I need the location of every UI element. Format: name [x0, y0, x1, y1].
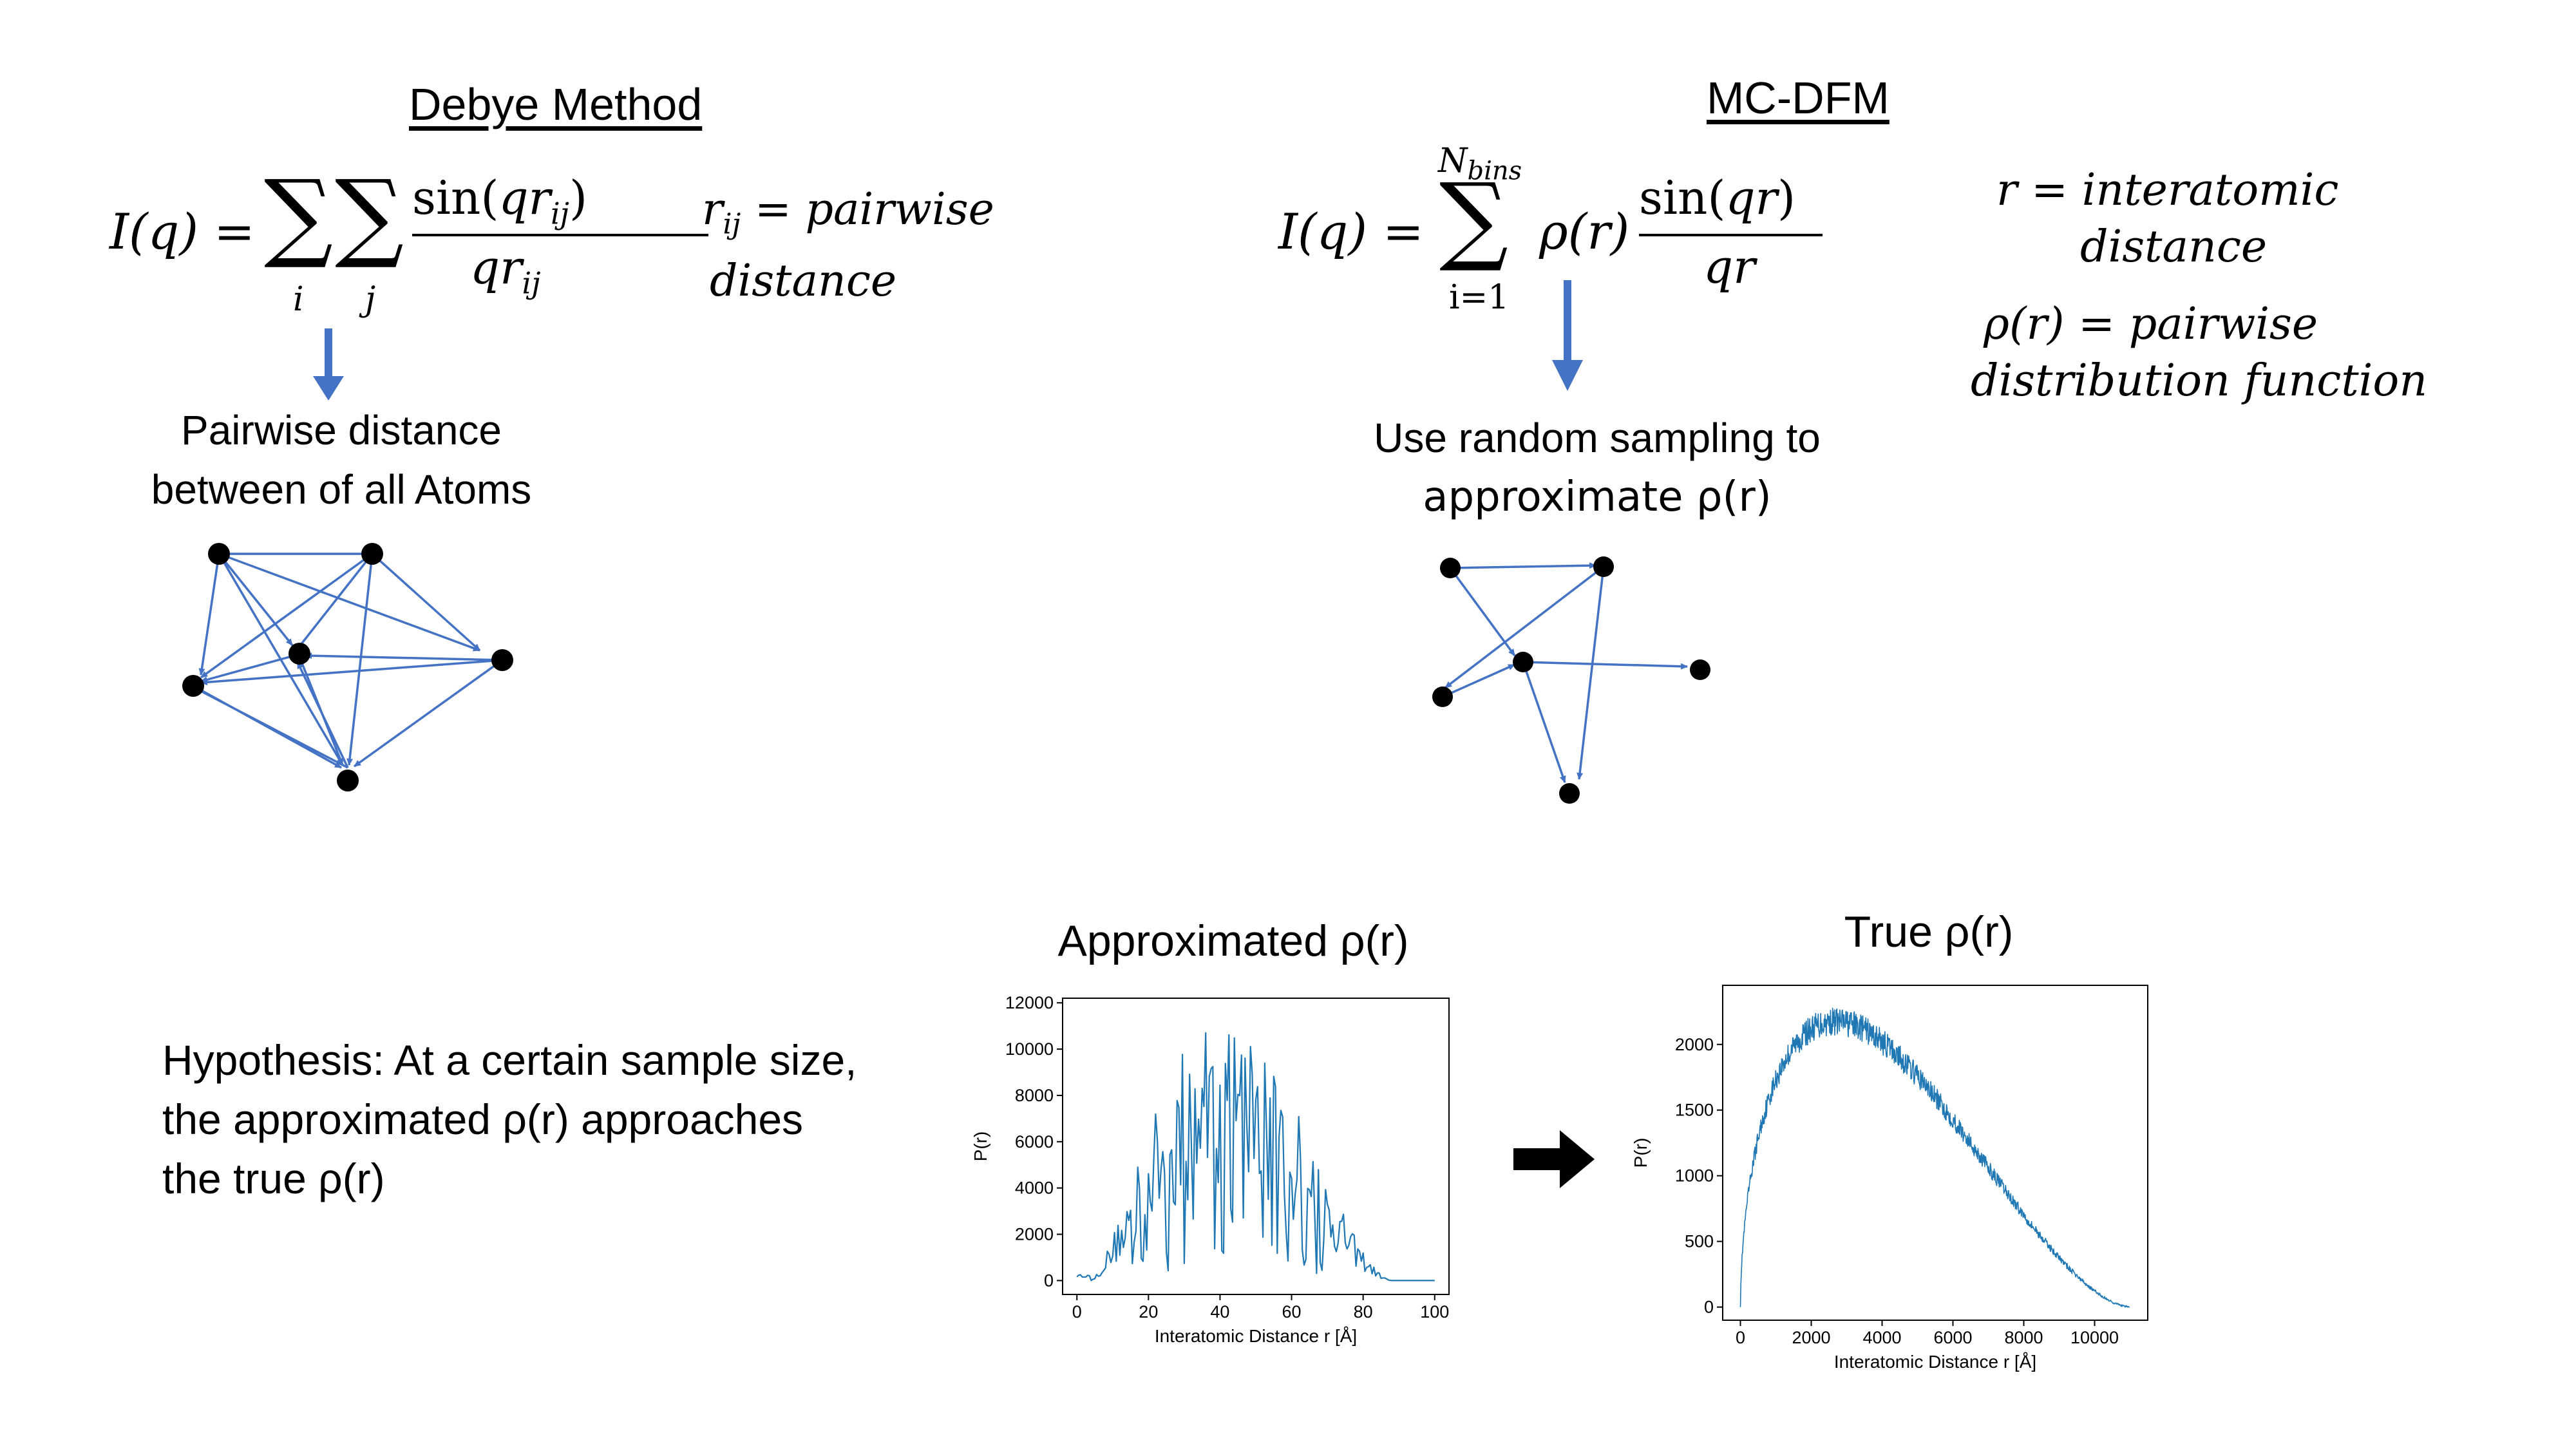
sum-symbol-i: ∑: [264, 160, 334, 272]
debye-heading: Debye Method: [409, 79, 703, 129]
debye-equation: I(q) = ∑ ∑ i j sin(qrij) qrij: [109, 160, 708, 332]
x-axis-label: Interatomic Distance r [Å]: [1155, 1326, 1357, 1346]
hypothesis-text: Hypothesis: At a certain sample size, th…: [162, 1030, 857, 1208]
y-tick-label: 6000: [1015, 1132, 1054, 1151]
mcdfm-atoms: [1432, 556, 1710, 804]
x-tick-label: 2000: [1792, 1328, 1830, 1347]
hypothesis-line3: the true ρ(r): [162, 1155, 385, 1202]
debye-caption-line1: Pairwise distance: [181, 407, 502, 453]
y-tick-label: 1000: [1675, 1166, 1714, 1186]
x-tick-label: 40: [1210, 1302, 1229, 1321]
mcdfm-caption-line1: Use random sampling to: [1374, 415, 1821, 461]
atom-node: [1593, 556, 1614, 577]
atom-node: [1440, 558, 1461, 578]
y-tick-label: 2000: [1015, 1225, 1054, 1244]
mcdfm-caption-line2: approximate ρ(r): [1423, 473, 1772, 521]
y-tick-label: 1500: [1675, 1101, 1714, 1120]
mcdfm-down-arrow: [1552, 280, 1583, 391]
sum-index-i: i: [293, 280, 304, 319]
debye-caption-line2: between of all Atoms: [151, 466, 532, 513]
mcdfm-definition-rho-line1: ρ(r) = pairwise: [1984, 299, 2318, 350]
debye-atoms: [182, 543, 513, 791]
y-tick-label: 12000: [1005, 993, 1054, 1012]
x-tick-label: 100: [1420, 1302, 1449, 1321]
x-tick-label: 0: [1736, 1328, 1745, 1347]
chart-approximated-title: Approximated ρ(r): [1057, 916, 1409, 965]
debye-denominator: qrij: [470, 240, 541, 301]
atom-node: [208, 543, 230, 565]
series-line: [1076, 1032, 1435, 1282]
y-tick-label: 10000: [1005, 1039, 1054, 1059]
hypothesis-line2: the approximated ρ(r) approaches: [162, 1095, 804, 1143]
atom-node: [1513, 652, 1533, 672]
x-tick-label: 60: [1282, 1302, 1302, 1321]
x-tick-label: 10000: [2070, 1328, 2119, 1347]
debye-numerator: sin(qrij): [412, 171, 588, 231]
debye-atom-graph: [182, 543, 513, 791]
sum-index-j: j: [365, 280, 376, 319]
plot-frame: [1062, 998, 1450, 1295]
chart-true: 0 2000 4000 6000 8000 100000500100015002000In…: [1631, 985, 2148, 1372]
mcdfm-definition-r: r = interatomic distance: [1996, 162, 2338, 276]
x-tick-label: 20: [1139, 1302, 1158, 1321]
debye-caption: Pairwise distance between of all Atoms: [116, 401, 567, 519]
debye-equation-lhs: I(q) =: [109, 203, 255, 260]
mcdfm-equation-lhs: I(q) =: [1278, 203, 1424, 260]
fraction-bar: [412, 234, 708, 236]
debye-edges: [193, 551, 504, 769]
debye-definition-line2: distance: [710, 255, 897, 307]
atom-node: [289, 643, 310, 665]
atom-node: [182, 675, 204, 697]
fraction-bar: [1639, 234, 1823, 236]
x-axis-label: Interatomic Distance r [Å]: [1834, 1352, 2036, 1372]
chart-true-title: True ρ(r): [1844, 907, 2014, 956]
x-tick-label: 0: [1072, 1302, 1082, 1321]
x-tick-label: 6000: [1933, 1328, 1972, 1347]
mcdfm-definition-r-line2: distance: [2080, 222, 2268, 272]
mcdfm-denominator: qr: [1703, 240, 1756, 294]
chart-approximated: 0 20 40 60 80 100 0 2000 4000 6000 8000 10000 12000 I…: [971, 993, 1450, 1346]
y-tick-label: 4000: [1015, 1179, 1054, 1198]
sum-symbol-j: ∑: [335, 160, 404, 272]
y-tick-label: 8000: [1015, 1086, 1054, 1105]
mcdfm-numerator: sin(qr): [1639, 171, 1796, 225]
mcdfm-definition-rho: ρ(r) = pairwise distribution function: [1971, 296, 2427, 410]
x-tick-label: 4000: [1862, 1328, 1901, 1347]
mcdfm-heading: MC-DFM: [1707, 73, 1889, 123]
mcdfm-definition-r-line1: r = interatomic: [1996, 165, 2339, 216]
mcdfm-rho: ρ(r): [1539, 203, 1630, 260]
atom-node: [361, 543, 383, 565]
atom-node: [1559, 783, 1580, 804]
hypothesis-line1: Hypothesis: At a certain sample size,: [162, 1036, 857, 1084]
x-tick-label: 8000: [2004, 1328, 2043, 1347]
y-axis-label: P(r): [971, 1132, 990, 1162]
sum-lower-limit: i=1: [1449, 278, 1510, 317]
mcdfm-edges: [1442, 562, 1688, 783]
debye-down-arrow: [313, 328, 344, 401]
atom-node: [491, 649, 513, 671]
right-arrow-icon: [1513, 1130, 1595, 1188]
atom-node: [1432, 687, 1453, 707]
y-tick-label: 0: [1704, 1298, 1714, 1317]
y-axis-label: P(r): [1631, 1138, 1651, 1168]
x-tick-label: 80: [1354, 1302, 1373, 1321]
mcdfm-equation: I(q) = Nbins ∑ i=1 ρ(r) sin(qr) qr: [1278, 142, 1858, 328]
atom-node: [1690, 659, 1710, 680]
y-tick-label: 0: [1044, 1271, 1054, 1290]
y-tick-label: 2000: [1675, 1035, 1714, 1054]
sum-upper-limit: Nbins: [1438, 142, 1522, 186]
debye-definition-line1: rij = pairwise: [702, 184, 994, 241]
atom-node: [337, 770, 359, 791]
mcdfm-definition-rho-line2: distribution function: [1971, 355, 2428, 406]
series-line: [1739, 1007, 2130, 1308]
plot-frame: [1722, 985, 2148, 1321]
mcdfm-atom-graph: [1432, 556, 1710, 804]
y-tick-label: 500: [1685, 1232, 1714, 1251]
mcdfm-caption: Use random sampling to approximate ρ(r): [1340, 408, 1855, 527]
debye-definition: rij = pairwise distance: [702, 182, 994, 310]
sum-symbol: ∑: [1439, 163, 1509, 275]
